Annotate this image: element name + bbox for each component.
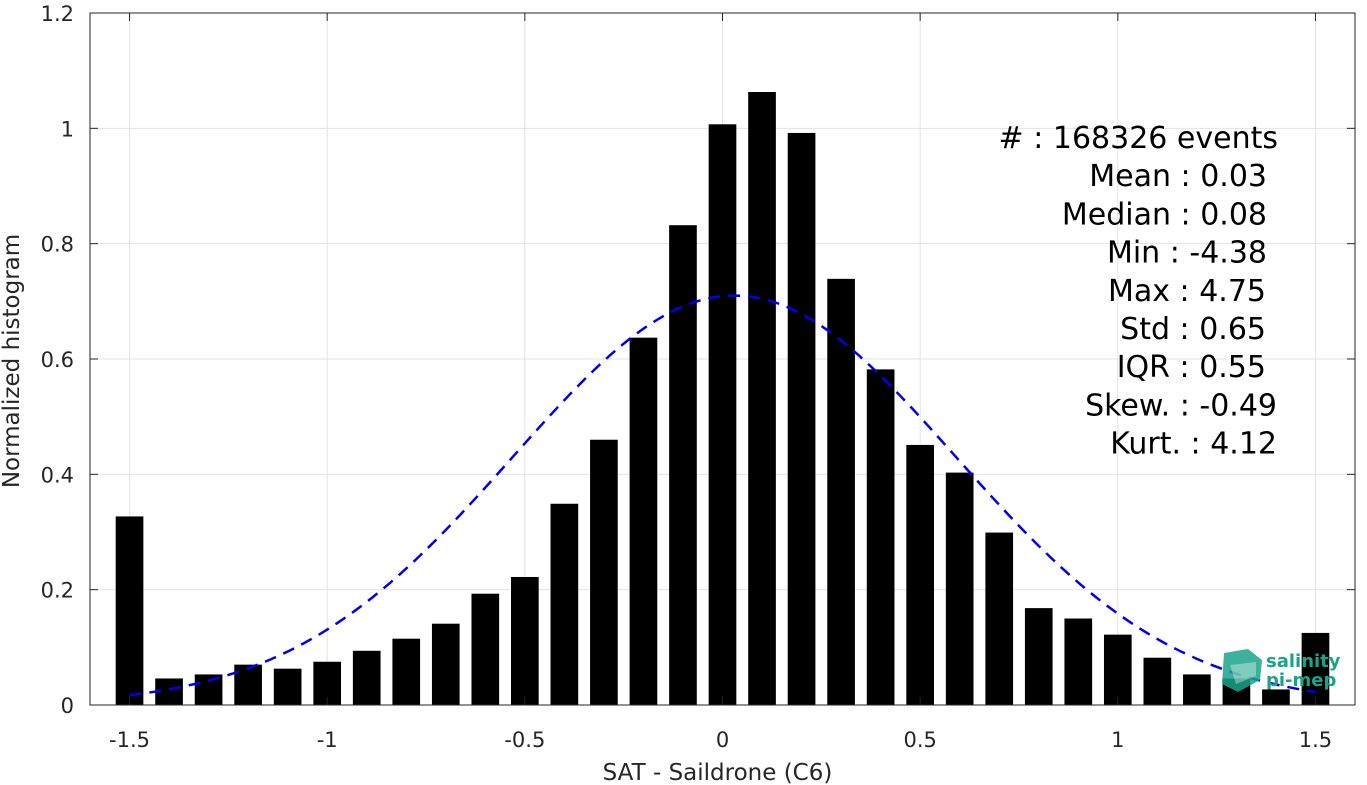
histogram-bars <box>115 92 1330 706</box>
x-tick-label: -1 <box>317 728 338 752</box>
x-tick-label: -0.5 <box>504 728 545 752</box>
histogram-bar <box>1183 674 1211 705</box>
x-tick-label: 1.5 <box>1299 728 1332 752</box>
histogram-bar <box>748 92 776 705</box>
x-axis-label: SAT - Saildrone (C6) <box>603 760 833 785</box>
y-tick-label: 0 <box>61 694 74 718</box>
y-tick-label: 0.4 <box>41 463 74 487</box>
histogram-bar <box>1064 618 1093 705</box>
histogram-bar <box>1262 689 1290 705</box>
logo-line1: salinity <box>1266 651 1341 672</box>
histogram-bar <box>471 593 500 705</box>
x-axis-ticks: -1.5 -1 -0.5 0 0.5 1 1.5 <box>109 13 1332 752</box>
y-tick-label: 0.2 <box>41 579 74 603</box>
histogram-bar <box>431 623 460 705</box>
logo-icon <box>1222 649 1262 692</box>
x-tick-label: 0 <box>716 728 729 752</box>
x-tick-label: -1.5 <box>109 728 150 752</box>
stat-line: IQR : 0.55 <box>1117 350 1266 385</box>
histogram-bar <box>234 664 262 705</box>
stat-line: Min : -4.38 <box>1107 236 1267 271</box>
x-tick-label: 0.5 <box>903 728 936 752</box>
histogram-bar <box>866 369 895 705</box>
stat-line: Kurt. : 4.12 <box>1110 427 1277 462</box>
histogram-bar <box>985 532 1014 705</box>
logo-line2: pi-mep <box>1266 670 1336 691</box>
stat-line: # : 168326 events <box>999 121 1278 156</box>
stat-line: Median : 0.08 <box>1062 197 1267 232</box>
histogram-bar <box>945 472 974 705</box>
histogram-bar <box>1143 657 1172 705</box>
stat-line: Std : 0.65 <box>1120 312 1266 347</box>
histogram-bar <box>273 668 302 705</box>
histogram-bar <box>669 225 697 706</box>
histogram-bar <box>1024 608 1053 705</box>
salinity-pimep-logo: salinity pi-mep <box>1222 649 1341 692</box>
histogram-bar <box>1301 632 1330 705</box>
histogram-bar <box>550 503 579 705</box>
y-tick-label: 0.8 <box>41 233 74 257</box>
histogram-bar <box>787 132 816 706</box>
stat-line: Max : 4.75 <box>1108 274 1266 309</box>
y-axis-label: Normalized histogram <box>0 234 25 488</box>
y-tick-label: 1 <box>61 117 74 141</box>
histogram-bar <box>708 124 737 705</box>
y-tick-label: 0.6 <box>41 348 74 372</box>
histogram-bar <box>392 638 421 705</box>
histogram-bar <box>590 439 618 705</box>
histogram-bar <box>629 337 658 705</box>
histogram-bar <box>511 576 539 705</box>
y-tick-label: 1.2 <box>41 2 74 26</box>
histogram-bar <box>352 650 381 705</box>
histogram-bar <box>827 278 855 705</box>
histogram-bar <box>1103 634 1132 705</box>
histogram-bar <box>115 516 144 705</box>
histogram-bar <box>906 444 934 705</box>
gaussian-fit-curve <box>129 294 1316 697</box>
x-tick-label: 1 <box>1111 728 1124 752</box>
y-axis-ticks: 0 0.2 0.4 0.6 0.8 1 1.2 <box>41 2 1355 718</box>
stat-line: Skew. : -0.49 <box>1085 388 1277 423</box>
stat-line: Mean : 0.03 <box>1089 159 1267 194</box>
